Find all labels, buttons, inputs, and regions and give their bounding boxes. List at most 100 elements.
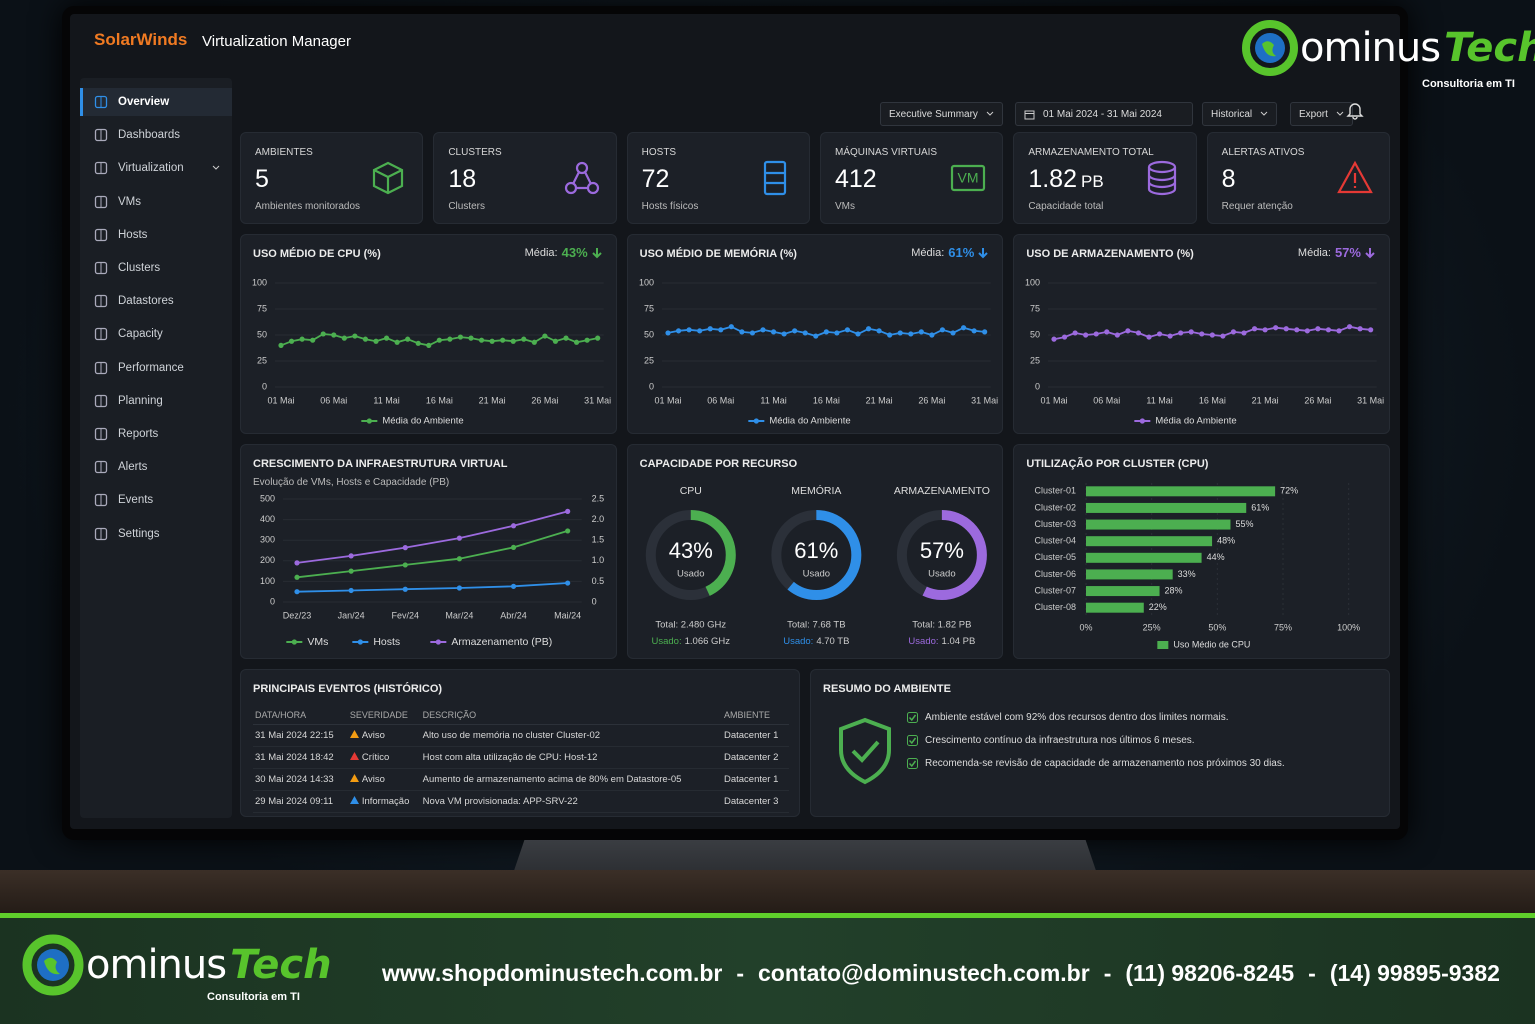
nav-icon xyxy=(94,195,108,208)
kpi-number: 1.82 xyxy=(1028,165,1077,193)
kpi-unit: PB xyxy=(1081,172,1104,191)
data-point xyxy=(1199,331,1205,337)
nav-icon xyxy=(94,129,108,142)
value-label: 61% xyxy=(1252,502,1270,512)
data-point xyxy=(1104,329,1110,335)
nav-label: Events xyxy=(118,494,154,507)
line-chart: 0 100 200 300 400 500 0 0.5 1.0 1.5 2.0 2.5 Dez/23 Ja… xyxy=(260,493,605,647)
data-point xyxy=(1051,336,1057,342)
nav-item[interactable]: VMs xyxy=(80,188,232,216)
y2-tick-label: 2.0 xyxy=(592,514,605,524)
kpi-value: 72 xyxy=(642,165,670,194)
summary-dropdown[interactable]: Executive Summary xyxy=(880,102,1003,126)
kpi-value: 412 xyxy=(835,165,877,194)
data-point xyxy=(565,508,571,514)
nav-item[interactable]: Hosts xyxy=(80,221,232,249)
nav-item[interactable]: Settings xyxy=(80,520,232,548)
bell-icon[interactable] xyxy=(1346,100,1364,120)
legend-dot xyxy=(291,639,297,645)
value-label: 33% xyxy=(1178,569,1196,579)
kpi-card: ALERTAS ATIVOS 8 Requer atenção xyxy=(1206,132,1390,224)
contacts: www.shopdominustech.com.br - contato@domin… xyxy=(382,960,1500,987)
icon-shape xyxy=(575,161,588,175)
y-tick-label: 50 xyxy=(644,329,654,339)
icon-shape xyxy=(763,160,787,196)
check-icon xyxy=(907,712,918,723)
icon-shape xyxy=(373,161,404,195)
data-point xyxy=(415,340,421,346)
bar xyxy=(1086,602,1145,613)
gauge-caption: Usado xyxy=(802,569,829,580)
bar xyxy=(1086,486,1276,497)
kpi-label: AMBIENTES xyxy=(255,147,313,158)
y2-tick-label: 0.5 xyxy=(592,576,605,586)
data-point xyxy=(402,545,408,551)
kpi-value: 8 xyxy=(1222,165,1236,194)
shield-icon xyxy=(839,717,891,785)
chart-title: UTILIZAÇÃO POR CLUSTER (CPU) xyxy=(1026,458,1209,470)
nav-icon xyxy=(94,228,108,241)
data-point xyxy=(928,332,935,338)
gauge-total: Total: 1.82 PB xyxy=(912,620,971,631)
events-title: PRINCIPAIS EVENTOS (HISTÓRICO) xyxy=(253,683,443,695)
y-tick-label: Cluster-05 xyxy=(1035,552,1077,562)
nav-item[interactable]: Reports xyxy=(80,420,232,448)
nav-icon xyxy=(94,394,108,407)
nav-item[interactable]: Events xyxy=(80,486,232,514)
data-point xyxy=(865,326,871,332)
event-environment: Datacenter 3 xyxy=(721,790,789,813)
data-point xyxy=(456,585,462,591)
y-tick-label: 75 xyxy=(1030,303,1040,313)
logo-tagline: Consultoria em TI xyxy=(1422,78,1515,90)
nav-item[interactable]: Virtualization xyxy=(80,154,232,182)
data-point xyxy=(394,339,400,345)
nav-item[interactable]: Performance xyxy=(80,354,232,382)
logo-text: ominus xyxy=(1300,25,1441,71)
nav-item[interactable]: Clusters xyxy=(80,254,232,282)
date-range[interactable]: 01 Mai 2024 - 31 Mai 2024 xyxy=(1015,102,1193,126)
x-tick-label: 0% xyxy=(1080,622,1093,632)
summary-item: Recomenda-se revisão de capacidade de ar… xyxy=(907,758,1285,769)
nav-item[interactable]: Planning xyxy=(80,387,232,415)
nav-item[interactable]: Alerts xyxy=(80,453,232,481)
date-label: 01 Mai 2024 - 31 Mai 2024 xyxy=(1043,108,1162,120)
data-point xyxy=(833,330,840,336)
x-tick-label: 26 Mai xyxy=(531,395,558,405)
export-dropdown[interactable]: Export xyxy=(1290,102,1353,126)
summary-item: Crescimento contínuo da infraestrutura n… xyxy=(907,735,1195,746)
nav-item[interactable]: Overview xyxy=(80,88,232,116)
legend-dot xyxy=(366,418,372,424)
data-point xyxy=(468,335,474,341)
x-tick-label: 11 Mai xyxy=(373,395,399,405)
y-tick-label: 100 xyxy=(639,277,654,287)
chevron-shape xyxy=(212,166,220,171)
data-point xyxy=(1273,325,1279,331)
kpi-card: CLUSTERS 18 Clusters xyxy=(433,132,617,224)
data-point xyxy=(563,335,569,341)
data-point xyxy=(855,331,861,337)
nav-label: Datastores xyxy=(118,295,174,308)
chevron xyxy=(986,111,994,116)
mode-label: Historical xyxy=(1211,108,1253,120)
y2-tick-label: 0 xyxy=(592,596,597,606)
data-point xyxy=(510,583,517,589)
severity-icon xyxy=(349,752,359,760)
chart-card: USO MÉDIO DE CPU (%) Média: 43% 0 25 50 75 100 0… xyxy=(240,234,617,434)
logo-text: ominus xyxy=(86,942,227,988)
nav-item[interactable]: Dashboards xyxy=(80,121,232,149)
gauge-value: 43% xyxy=(668,538,712,563)
data-point xyxy=(320,331,326,337)
event-time: 30 Mai 2024 14:33 xyxy=(253,768,348,791)
chart-title: CAPACIDADE POR RECURSO xyxy=(639,458,798,470)
data-point xyxy=(573,339,580,345)
icon-text: VM xyxy=(958,170,979,186)
data-point xyxy=(299,336,305,342)
nav-item[interactable]: Capacity xyxy=(80,320,232,348)
bar-chart: 0% 25% 50% 75% 100% Cluster-01 72% Cluster-02 61… xyxy=(1035,483,1361,649)
data-point xyxy=(770,329,776,335)
event-description: Host com alta utilização de CPU: Host-12 xyxy=(420,746,722,769)
arrow-icon xyxy=(978,247,989,258)
mode-dropdown[interactable]: Historical xyxy=(1202,102,1278,126)
y-tick-label: 75 xyxy=(257,303,267,313)
nav-item[interactable]: Datastores xyxy=(80,287,232,315)
